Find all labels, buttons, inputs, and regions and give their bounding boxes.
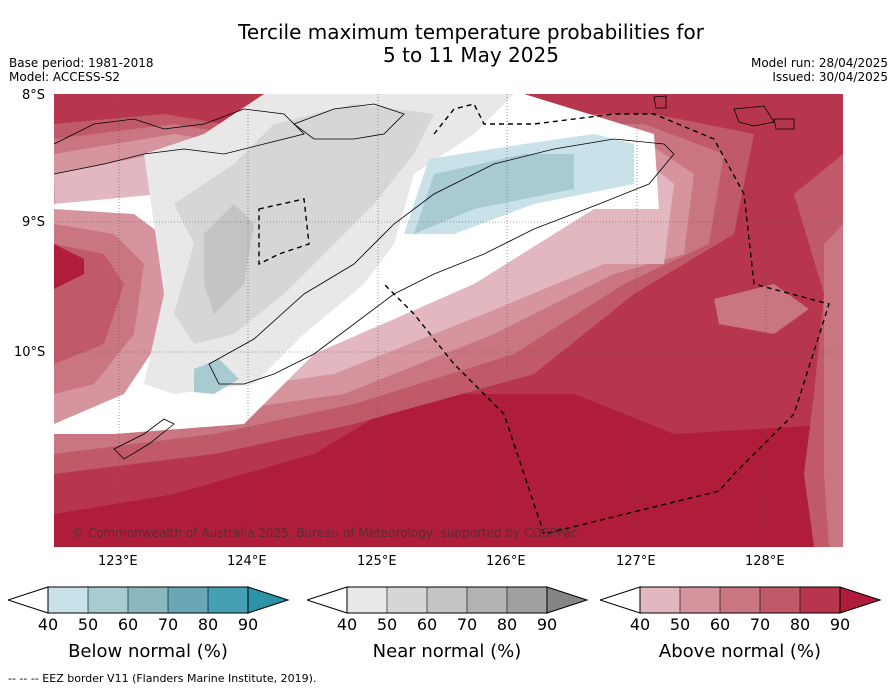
model-run-label: Model run: 28/04/2025 (750, 56, 888, 70)
near-tick-70: 70 (456, 615, 478, 634)
above-tick-70: 70 (749, 615, 771, 634)
below-tick-80: 80 (197, 615, 219, 634)
issued-label: Issued: 30/04/2025 (772, 70, 888, 84)
below-tick-60: 60 (117, 615, 139, 634)
eez-footer-note: -- -- -- EEZ border V11 (Flanders Marine… (8, 672, 317, 685)
lon-label-124e: 124°E (227, 554, 267, 569)
coastline (54, 95, 795, 460)
below-tick-50: 50 (77, 615, 99, 634)
lat-label-10s: 10°S (14, 345, 46, 360)
lon-label-123e: 123°E (98, 554, 138, 569)
near-tick-60: 60 (416, 615, 438, 634)
colorbar-below-normal (8, 586, 290, 614)
base-period-label: Base period: 1981-2018 (9, 56, 154, 70)
below-tick-90: 90 (237, 615, 259, 634)
below-normal-patch-small (194, 359, 239, 394)
near-normal-60 (204, 204, 254, 314)
near-normal-title: Near normal (%) (372, 641, 522, 662)
model-label: Model: ACCESS-S2 (9, 70, 121, 84)
map-title-line1: Tercile maximum temperature probabilitie… (238, 20, 704, 44)
lon-label-128e: 128°E (745, 554, 785, 569)
graticule (54, 94, 843, 547)
lat-label-9s: 9°S (22, 215, 46, 230)
near-tick-50: 50 (376, 615, 398, 634)
above-tick-80: 80 (789, 615, 811, 634)
colorbar-near-normal (307, 586, 589, 614)
above-60-east (824, 224, 843, 547)
lon-label-127e: 127°E (616, 554, 656, 569)
below-tick-70: 70 (157, 615, 179, 634)
near-tick-40: 40 (336, 615, 358, 634)
near-tick-80: 80 (496, 615, 518, 634)
above-east-pocket (714, 284, 809, 334)
near-tick-90: 90 (536, 615, 558, 634)
above-west-90 (54, 244, 84, 289)
eez-border (258, 103, 830, 535)
below-normal-title: Below normal (%) (68, 641, 228, 662)
colorbar-above-normal (600, 586, 882, 614)
lat-label-8s: 8°S (22, 88, 46, 103)
above-tick-40: 40 (629, 615, 651, 634)
lon-label-126e: 126°E (486, 554, 526, 569)
map-title-line2: 5 to 11 May 2025 (383, 43, 559, 67)
above-normal-title: Above normal (%) (658, 641, 822, 662)
lon-label-125e: 125°E (357, 554, 397, 569)
below-normal-50 (414, 154, 574, 234)
below-tick-40: 40 (37, 615, 59, 634)
copyright-note: © Commonwealth of Australia 2025, Bureau… (72, 526, 578, 540)
above-tick-90: 90 (829, 615, 851, 634)
probability-map (54, 94, 843, 547)
above-tick-50: 50 (669, 615, 691, 634)
above-tick-60: 60 (709, 615, 731, 634)
